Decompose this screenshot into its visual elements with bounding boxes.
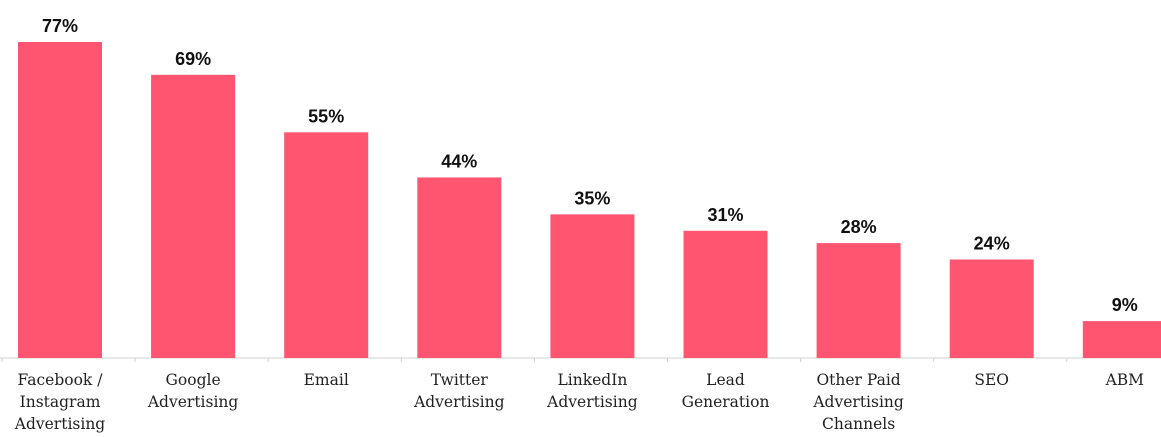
category-label-2: Google Advertising [147,371,239,411]
category-label-line: Instagram [20,393,101,411]
category-label-9: ABM [1105,371,1145,389]
value-label-3: 55% [308,106,344,126]
category-label-line: Advertising [546,393,638,411]
category-label-line: SEO [974,371,1009,389]
category-label-line: Advertising [147,393,239,411]
bar-5 [550,214,635,358]
category-label-line: Email [304,371,349,389]
category-label-line: Generation [682,393,770,411]
bar-3 [284,132,369,358]
value-label-6: 31% [707,205,743,225]
category-label-line: Channels [822,415,895,433]
category-label-7: Other Paid Advertising Channels [812,371,904,433]
bar-9 [1082,321,1161,358]
category-label-line: Twitter [431,371,489,389]
category-label-line: ABM [1105,371,1145,389]
category-label-6: Lead Generation [682,371,770,411]
value-label-8: 24% [974,234,1010,254]
value-label-2: 69% [175,49,211,69]
axis-ticks [1,358,1068,362]
category-label-1: Facebook / Instagram Advertising [14,371,106,433]
value-label-1: 77% [42,16,78,36]
bar-7 [816,243,901,358]
bar-2 [151,74,236,358]
category-label-line: Advertising [413,393,505,411]
value-labels: 77% 69% 55% 44% 35% 31% 28% 24% 9% [42,16,1138,315]
category-label-line: Google [166,371,221,389]
category-label-line: Advertising [812,393,904,411]
category-label-3: Email [304,371,349,389]
bar-4 [417,177,502,358]
category-label-line: LinkedIn [557,371,627,389]
value-label-7: 28% [841,217,877,237]
category-label-line: Advertising [14,415,106,433]
bar-8 [949,259,1034,358]
category-label-line: Lead [706,371,745,389]
value-label-5: 35% [574,188,610,208]
bar-1 [18,42,102,358]
category-label-line: Facebook / [18,371,104,389]
category-labels: Facebook / Instagram Advertising Google Adve… [14,371,1144,433]
category-label-4: Twitter Advertising [413,371,505,411]
bar-6 [683,230,768,358]
value-label-4: 44% [441,151,477,171]
category-label-line: Other Paid [816,371,900,389]
value-label-9: 9% [1112,295,1138,315]
category-label-5: LinkedIn Advertising [546,371,638,411]
category-label-8: SEO [974,371,1009,389]
bars [18,42,1161,358]
